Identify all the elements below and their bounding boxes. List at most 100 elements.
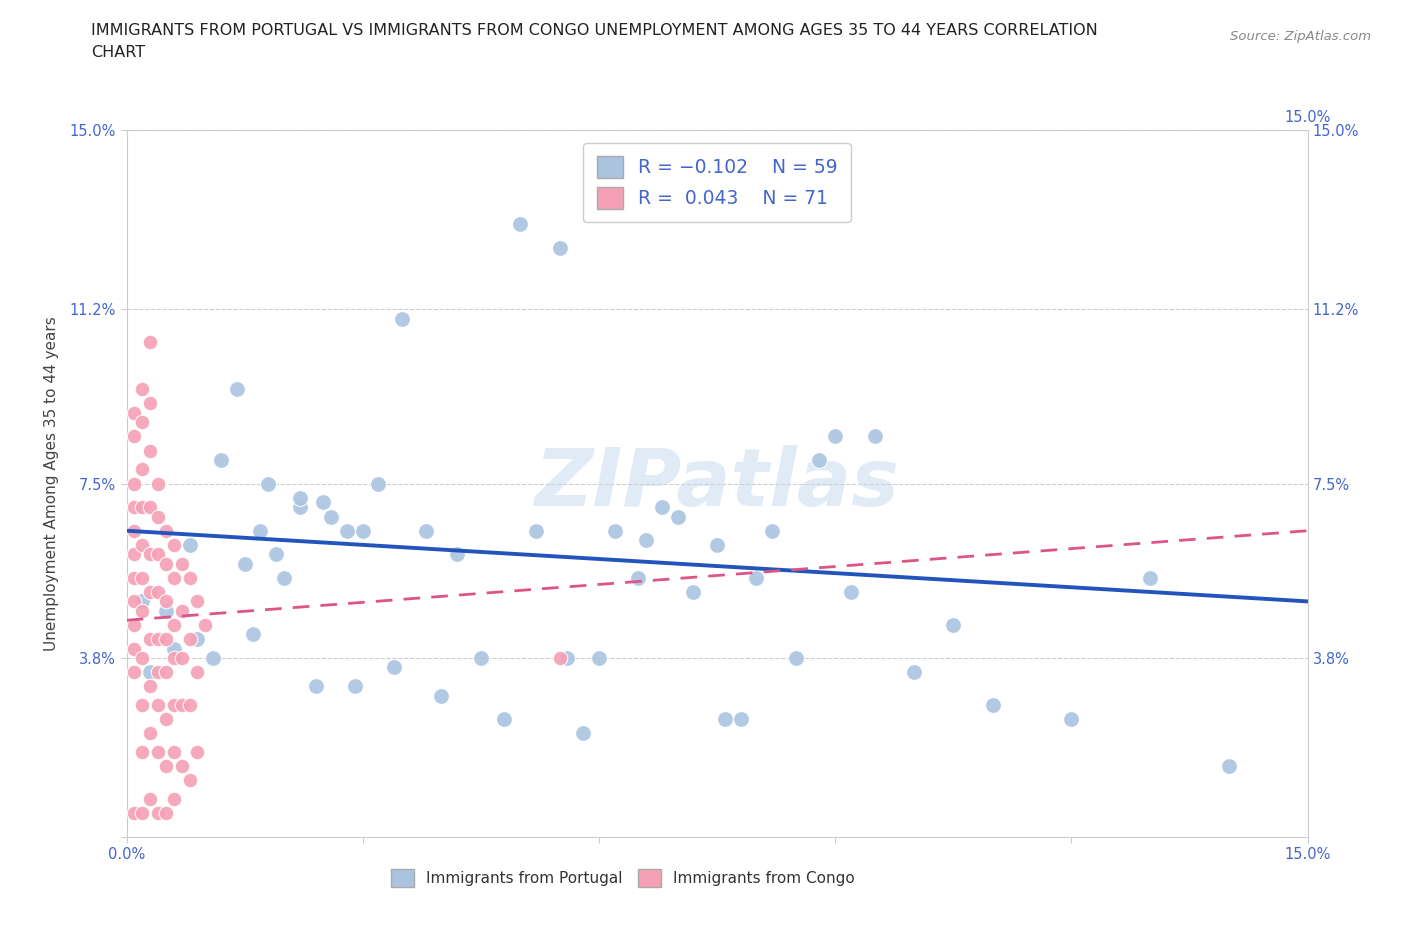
Point (981, 698, 1004, 712)
Point (131, 415, 153, 430)
Text: IMMIGRANTS FROM PORTUGAL VS IMMIGRANTS FROM CONGO UNEMPLOYMENT AMONG AGES 35 TO : IMMIGRANTS FROM PORTUGAL VS IMMIGRANTS F… (91, 23, 1098, 38)
Point (131, 745, 153, 760)
Point (312, 495, 335, 510)
Point (139, 335, 162, 350)
Point (131, 499, 153, 514)
Point (367, 476, 389, 491)
Point (808, 453, 831, 468)
Text: CHART: CHART (91, 45, 145, 60)
Point (839, 585, 862, 600)
Point (124, 641, 146, 656)
Point (139, 726, 162, 741)
Point (146, 806, 169, 821)
Point (942, 618, 965, 632)
Point (170, 556, 193, 571)
Point (588, 650, 610, 665)
Text: Source: ZipAtlas.com: Source: ZipAtlas.com (1230, 30, 1371, 43)
Point (124, 618, 146, 632)
Point (557, 650, 579, 665)
Point (146, 509, 169, 524)
Point (179, 698, 201, 712)
Point (186, 665, 208, 680)
Point (745, 570, 768, 585)
Point (730, 711, 752, 726)
Point (242, 627, 264, 642)
Y-axis label: Unemployment Among Ages 35 to 44 years: Unemployment Among Ages 35 to 44 years (44, 316, 59, 651)
Point (304, 679, 326, 694)
Point (824, 429, 846, 444)
Point (155, 759, 177, 774)
Point (124, 570, 146, 585)
Point (139, 791, 162, 806)
Point (170, 604, 193, 618)
Point (288, 490, 311, 505)
Point (146, 745, 169, 760)
Point (131, 570, 153, 585)
Point (124, 806, 146, 821)
Point (186, 594, 208, 609)
Point (1139, 570, 1161, 585)
Point (163, 618, 186, 632)
Point (146, 547, 169, 562)
Point (430, 688, 453, 703)
Point (706, 538, 728, 552)
Point (131, 806, 153, 821)
Point (139, 631, 162, 646)
Point (155, 665, 177, 680)
Point (131, 604, 153, 618)
Point (470, 650, 492, 665)
Point (186, 631, 208, 646)
Point (131, 538, 153, 552)
Point (131, 698, 153, 712)
Point (170, 650, 193, 665)
Point (139, 585, 162, 600)
Point (155, 604, 177, 618)
Point (155, 556, 177, 571)
Point (249, 524, 271, 538)
Point (170, 698, 193, 712)
Point (666, 509, 689, 524)
Point (509, 217, 531, 232)
Point (131, 462, 153, 477)
Point (352, 524, 374, 538)
Point (415, 524, 437, 538)
Point (343, 679, 366, 694)
Point (548, 241, 571, 256)
Point (139, 665, 162, 680)
Point (257, 476, 280, 491)
Point (548, 650, 571, 665)
Point (139, 547, 162, 562)
Point (163, 791, 186, 806)
Point (163, 745, 186, 760)
Point (1218, 759, 1240, 774)
Point (146, 476, 169, 491)
Point (233, 556, 256, 571)
Point (524, 524, 547, 538)
Point (155, 631, 177, 646)
Legend: Immigrants from Portugal, Immigrants from Congo: Immigrants from Portugal, Immigrants fro… (385, 863, 860, 893)
Point (1060, 711, 1083, 726)
Point (124, 476, 146, 491)
Point (163, 538, 186, 552)
Point (131, 594, 153, 609)
Point (163, 570, 186, 585)
Point (273, 570, 295, 585)
Point (155, 594, 177, 609)
Point (179, 538, 201, 552)
Point (572, 726, 595, 741)
Point (124, 405, 146, 420)
Point (124, 524, 146, 538)
Point (124, 665, 146, 680)
Point (682, 585, 704, 600)
Point (131, 382, 153, 397)
Point (163, 698, 186, 712)
Point (139, 679, 162, 694)
Point (761, 524, 783, 538)
Point (155, 524, 177, 538)
Point (146, 631, 169, 646)
Point (139, 499, 162, 514)
Point (124, 594, 146, 609)
Point (179, 631, 201, 646)
Point (194, 618, 217, 632)
Point (155, 711, 177, 726)
